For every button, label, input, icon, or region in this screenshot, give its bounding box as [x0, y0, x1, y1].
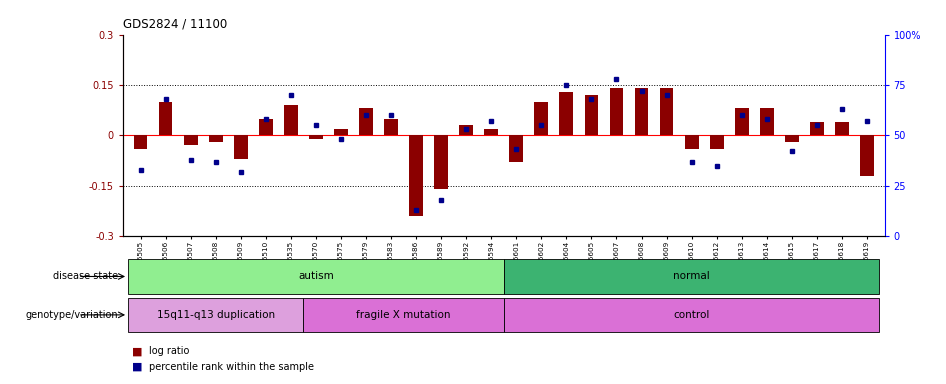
Text: normal: normal — [674, 271, 710, 281]
Bar — [259, 119, 272, 136]
Bar — [504, 259, 880, 294]
Text: genotype/variation: genotype/variation — [26, 310, 118, 320]
Bar — [359, 109, 373, 136]
Bar — [484, 129, 499, 136]
Bar — [735, 109, 748, 136]
Bar — [384, 119, 398, 136]
Bar — [234, 136, 248, 159]
Bar — [128, 298, 304, 332]
Text: control: control — [674, 310, 710, 320]
Bar — [860, 136, 874, 176]
Bar — [184, 136, 198, 146]
Bar — [810, 122, 824, 136]
Bar — [609, 88, 623, 136]
Bar — [284, 105, 298, 136]
Text: GDS2824 / 11100: GDS2824 / 11100 — [123, 18, 227, 31]
Bar — [304, 298, 504, 332]
Bar — [128, 259, 503, 294]
Bar — [585, 95, 598, 136]
Bar — [509, 136, 523, 162]
Bar — [133, 136, 148, 149]
Bar — [159, 102, 172, 136]
Bar — [309, 136, 323, 139]
Bar — [559, 92, 573, 136]
Text: log ratio: log ratio — [149, 346, 190, 356]
Text: autism: autism — [298, 271, 334, 281]
Bar — [835, 122, 849, 136]
Text: percentile rank within the sample: percentile rank within the sample — [149, 362, 314, 372]
Bar — [710, 136, 724, 149]
Bar — [534, 102, 549, 136]
Bar — [659, 88, 674, 136]
Bar — [209, 136, 222, 142]
Bar — [334, 129, 348, 136]
Text: disease state: disease state — [53, 271, 118, 281]
Bar — [504, 298, 880, 332]
Bar — [760, 109, 774, 136]
Bar — [410, 136, 423, 216]
Bar — [635, 88, 648, 136]
Bar — [459, 125, 473, 136]
Text: ■: ■ — [132, 362, 143, 372]
Bar — [785, 136, 798, 142]
Text: ■: ■ — [132, 346, 143, 356]
Bar — [434, 136, 448, 189]
Text: fragile X mutation: fragile X mutation — [357, 310, 451, 320]
Text: 15q11-q13 duplication: 15q11-q13 duplication — [157, 310, 274, 320]
Bar — [685, 136, 698, 149]
